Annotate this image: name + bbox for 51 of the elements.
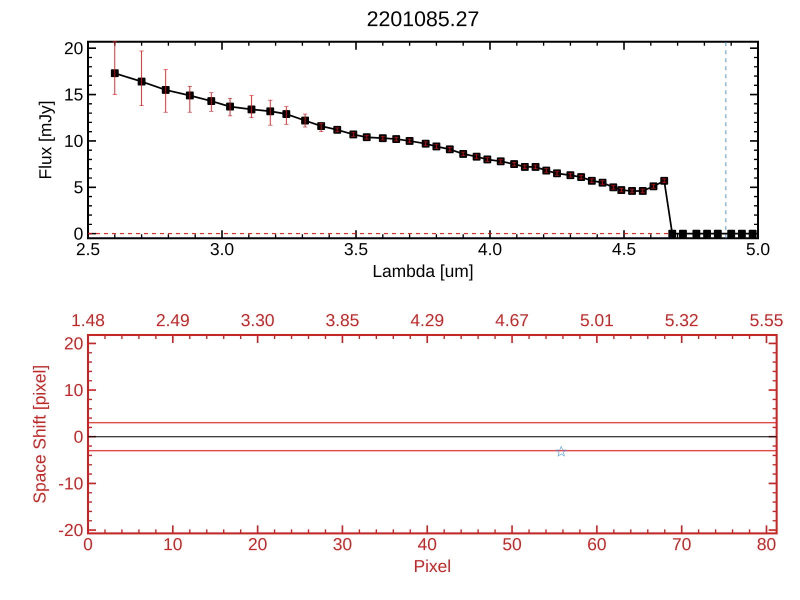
y-tick-label: 20: [64, 337, 83, 350]
point: [748, 230, 757, 238]
text: 4.67: [496, 314, 528, 326]
x-tick-label: 4.5: [612, 242, 636, 256]
point: [282, 110, 290, 118]
point: [727, 230, 736, 238]
x-axis-title: Lambda [um]: [374, 264, 472, 281]
y-tick-label: -20: [59, 524, 83, 536]
text: 5.01: [580, 314, 613, 326]
chart-title: 2201085.27: [368, 11, 478, 26]
x-tick-label: 0: [84, 538, 92, 550]
x-tick-label: 30: [333, 538, 352, 550]
x-tick-label: 60: [588, 538, 606, 550]
x-tick-label: 40: [418, 538, 436, 550]
x-tick-label: 3.0: [210, 242, 234, 256]
y-tick-label: 0: [74, 430, 83, 443]
point: [207, 97, 216, 105]
text: 2.49: [156, 314, 189, 326]
x-tick-label: 10: [164, 538, 182, 550]
point: [186, 92, 194, 100]
x-tick-label: 2.5: [76, 242, 100, 256]
x-tick-label: 5.0: [746, 242, 770, 256]
point: [679, 230, 687, 238]
x-tick-label: 4.0: [478, 242, 502, 256]
x-tick-label: 3.5: [344, 242, 368, 256]
text: 1.48: [72, 314, 104, 326]
point: [162, 86, 170, 94]
y-tick-label: 10: [65, 384, 83, 396]
x-tick-label: 20: [248, 538, 267, 550]
y-tick-label: 5: [74, 181, 83, 194]
y-tick-label: 10: [65, 134, 83, 148]
y-axis-title: Space Shift [pixel]: [32, 366, 50, 503]
text: 3.85: [326, 314, 359, 326]
point: [714, 230, 722, 238]
point: [692, 230, 700, 238]
point: [668, 230, 676, 238]
text: 4.29: [410, 314, 444, 326]
text: 5.32: [666, 314, 698, 326]
text: 5.55: [750, 314, 783, 326]
x-tick-label: 50: [503, 538, 522, 550]
y-tick-label: 20: [64, 42, 83, 54]
x-tick-label: 70: [672, 538, 691, 550]
y-tick-label: -10: [59, 477, 83, 490]
y-axis-title: Flux [mJy]: [38, 102, 55, 178]
y-tick-label: 0: [74, 227, 83, 240]
point: [703, 230, 712, 238]
y-tick-label: 15: [65, 88, 83, 101]
x-axis-title: Pixel: [414, 559, 450, 572]
x-tick-label: 80: [758, 538, 776, 550]
text: 3.30: [241, 314, 274, 326]
point: [738, 230, 746, 238]
